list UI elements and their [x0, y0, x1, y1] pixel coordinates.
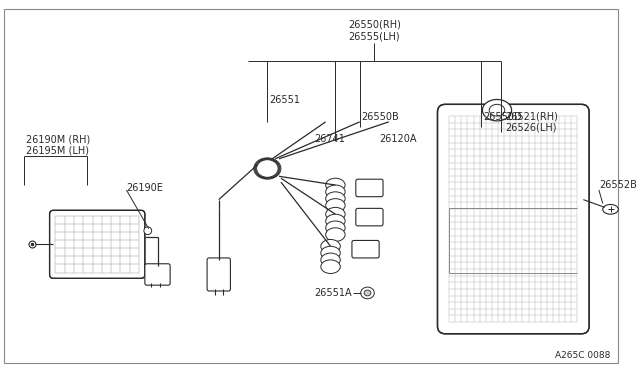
Text: 26550D: 26550D: [483, 112, 522, 122]
Ellipse shape: [489, 104, 505, 116]
Text: 26551: 26551: [269, 96, 300, 105]
Ellipse shape: [326, 214, 345, 228]
Text: A265C 0088: A265C 0088: [555, 351, 611, 360]
FancyBboxPatch shape: [356, 208, 383, 226]
Text: 26190E: 26190E: [126, 183, 163, 193]
Text: 26190M (RH)
26195M (LH): 26190M (RH) 26195M (LH): [26, 134, 90, 156]
Ellipse shape: [326, 199, 345, 212]
FancyBboxPatch shape: [49, 210, 145, 278]
Ellipse shape: [364, 290, 371, 296]
Text: 26552B: 26552B: [599, 180, 637, 190]
Ellipse shape: [326, 228, 345, 241]
Ellipse shape: [326, 185, 345, 199]
Text: 26120A: 26120A: [379, 134, 417, 144]
Text: 26550(RH)
26555(LH): 26550(RH) 26555(LH): [348, 20, 401, 41]
Ellipse shape: [483, 99, 511, 121]
Ellipse shape: [361, 287, 374, 299]
Ellipse shape: [326, 221, 345, 235]
Ellipse shape: [603, 205, 618, 214]
FancyBboxPatch shape: [438, 104, 589, 334]
Ellipse shape: [326, 192, 345, 205]
Text: 26551A: 26551A: [314, 288, 352, 298]
FancyBboxPatch shape: [145, 264, 170, 285]
Text: 26550B: 26550B: [362, 112, 399, 122]
Ellipse shape: [321, 240, 340, 253]
Ellipse shape: [321, 260, 340, 273]
FancyBboxPatch shape: [356, 179, 383, 197]
Ellipse shape: [326, 207, 345, 221]
Text: 26521(RH)
26526(LH): 26521(RH) 26526(LH): [506, 111, 559, 133]
Ellipse shape: [321, 253, 340, 267]
FancyBboxPatch shape: [352, 240, 379, 258]
Ellipse shape: [144, 227, 152, 235]
FancyBboxPatch shape: [207, 258, 230, 291]
Ellipse shape: [326, 178, 345, 192]
Text: 26741: 26741: [314, 134, 345, 144]
Ellipse shape: [321, 246, 340, 260]
